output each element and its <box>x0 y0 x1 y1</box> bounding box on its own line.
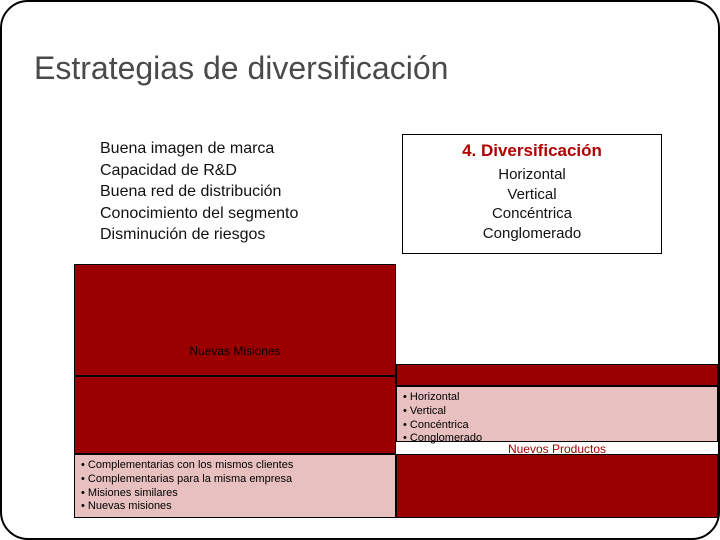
advantages-item: Capacidad de R&D <box>100 160 298 182</box>
bullet-text: Nuevas misiones <box>88 500 172 512</box>
matrix-cell-darkred <box>396 454 718 518</box>
bullet-text: Complementarias con los mismos clientes <box>88 459 293 471</box>
bullet-item: • Complementarias con los mismos cliente… <box>81 459 389 473</box>
bullet-item: • Concéntrica <box>403 419 711 433</box>
advantages-item: Buena imagen de marca <box>100 138 298 160</box>
slide-frame: Estrategias de diversificación Buena ima… <box>0 0 720 540</box>
bullet-item: • Nuevas misiones <box>81 500 389 514</box>
bullet-item: • Complementarias para la misma empresa <box>81 473 389 487</box>
diversification-type: Horizontal <box>403 165 661 185</box>
bullet-item: • Horizontal <box>403 391 711 405</box>
diversification-type: Concéntrica <box>403 204 661 224</box>
row-label-nuevas-misiones: Nuevas Misiones <box>74 344 396 358</box>
diversification-types-box: • Horizontal • Vertical • Concéntrica • … <box>396 386 718 442</box>
missions-box: • Complementarias con los mismos cliente… <box>74 454 396 518</box>
advantages-item: Buena red de distribución <box>100 181 298 203</box>
bullet-text: Misiones similares <box>88 487 178 499</box>
diversification-heading: 4. Diversificación <box>403 141 661 161</box>
matrix-cell-darkred-strip <box>396 364 718 386</box>
advantages-list: Buena imagen de marca Capacidad de R&D B… <box>100 138 298 246</box>
bullet-item: • Vertical <box>403 405 711 419</box>
matrix-cell-darkred <box>74 264 396 376</box>
diversification-type: Vertical <box>403 185 661 205</box>
diversification-type: Conglomerado <box>403 224 661 244</box>
advantages-item: Conocimiento del segmento <box>100 203 298 225</box>
slide-title: Estrategias de diversificación <box>34 50 448 87</box>
bullet-text: Vertical <box>410 405 446 417</box>
bullet-text: Concéntrica <box>410 419 469 431</box>
bullet-text: Horizontal <box>410 391 460 403</box>
bullet-text: Complementarias para la misma empresa <box>88 473 292 485</box>
matrix-cell-darkred <box>74 376 396 454</box>
bullet-item: • Misiones similares <box>81 487 389 501</box>
diversification-box: 4. Diversificación Horizontal Vertical C… <box>402 134 662 254</box>
advantages-item: Disminución de riesgos <box>100 224 298 246</box>
